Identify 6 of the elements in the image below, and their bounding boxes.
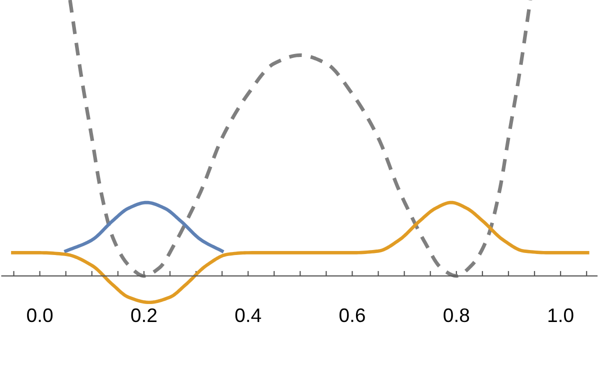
x-tick-label: 0.0 bbox=[27, 308, 53, 322]
x-tick-label: 0.2 bbox=[131, 308, 156, 322]
x-tick-label: 0.6 bbox=[340, 308, 365, 322]
x-tick-label: 0.8 bbox=[444, 308, 470, 322]
x-tick-label: 1.0 bbox=[548, 308, 574, 322]
x-tick-label: 0.4 bbox=[235, 308, 262, 322]
